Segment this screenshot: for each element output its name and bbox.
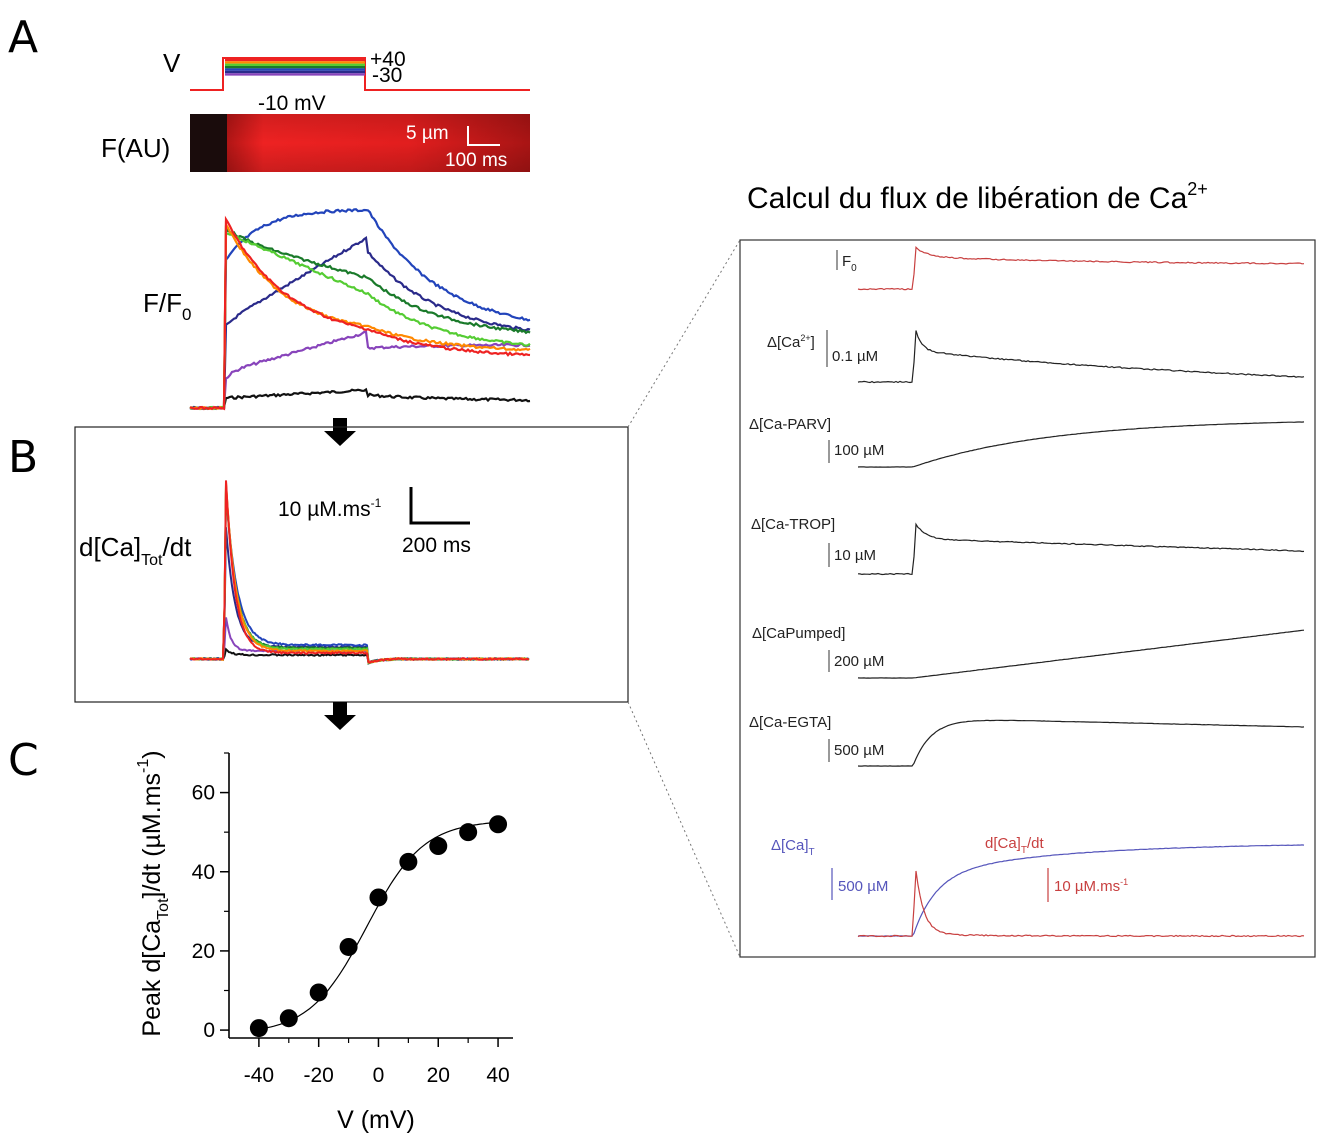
flux-time-label: 200 ms [402, 534, 471, 557]
panel-c-letter: C [8, 735, 39, 786]
trace-dcat [857, 870, 1305, 938]
y-tick-label: 40 [192, 861, 215, 884]
data-point [279, 1009, 298, 1028]
trace-navy [189, 236, 531, 411]
panel-b-box [74, 426, 629, 703]
scale-ca: 0.1 µM [832, 348, 878, 365]
zoom-line-top [627, 239, 741, 428]
scale-parv: 100 µM [834, 442, 884, 459]
trace-cat [857, 844, 1305, 937]
voltage-low-label: -30 [372, 64, 402, 87]
y-axis-label-part: ]/dt (µM.ms [138, 773, 166, 899]
scale-cat: 500 µM [838, 878, 888, 895]
trace-label-pumped: Δ[CaPumped] [752, 625, 845, 642]
arrow-down-icon [324, 702, 356, 730]
data-point [339, 937, 358, 956]
y-axis-label-part: -1 [135, 759, 152, 773]
data-point [429, 837, 448, 856]
flux-navy [189, 527, 530, 666]
y-tick-label: 20 [192, 940, 215, 963]
x-tick-label: 0 [373, 1064, 385, 1087]
voltage-label: V [163, 48, 181, 78]
data-point [249, 1019, 268, 1038]
trace-ca [857, 330, 1305, 384]
arrow-down-icon [324, 418, 356, 446]
scale-trop: 10 µM [834, 547, 876, 564]
calc-traces [857, 245, 1305, 938]
trace-pumped [857, 629, 1305, 679]
scale-dcat: 10 µM.ms-1 [1054, 877, 1128, 895]
data-point [399, 852, 418, 871]
ff0-sub: 0 [182, 305, 191, 324]
y-axis-label-part: Tot [155, 898, 172, 920]
peak-flux-chart: -40 -20 0 20 40 0 20 40 60 V (mV) Peak d[CaTot]/dt… [135, 750, 513, 1134]
trace-trop [857, 522, 1305, 576]
linescan-scalebar [467, 126, 500, 146]
scale-egta: 500 µM [834, 742, 884, 759]
fit-curve [258, 821, 499, 1030]
trace-f0 [857, 245, 1305, 291]
panel-a-letter: A [8, 12, 38, 63]
flux-scale-label: 10 µM.ms-1 [278, 496, 382, 521]
linescan-image [190, 114, 530, 172]
x-tick-label: 20 [427, 1064, 450, 1087]
ff0-traces [189, 208, 531, 411]
y-axis-label-part: Peak d[Ca [138, 920, 166, 1037]
trace-lightgreen [189, 231, 531, 411]
flux-traces [189, 480, 530, 666]
x-tick-label: -40 [244, 1064, 274, 1087]
data-point [459, 823, 478, 842]
y-tick-label: 0 [203, 1019, 215, 1042]
x-tick-label: 40 [486, 1064, 509, 1087]
voltage-protocol [190, 57, 530, 91]
trace-label-ca: Δ[Ca2+] [767, 333, 815, 351]
trace-orange [189, 221, 531, 411]
trace-green [189, 225, 531, 410]
voltage-step-label: -10 mV [258, 92, 326, 115]
dca-label: d[Ca]Tot/dt [79, 532, 192, 569]
ff0-label: F/F0 [143, 288, 191, 324]
right-title: Calcul du flux de libération de Ca2+ [747, 179, 1208, 215]
data-point [489, 815, 508, 834]
right-panel-box [739, 239, 1316, 958]
scale-pumped: 200 µM [834, 653, 884, 670]
trace-label-cat: Δ[Ca]T [771, 837, 815, 858]
trace-egta [857, 719, 1305, 767]
trace-red [189, 215, 531, 411]
y-tick-label: 60 [192, 782, 215, 805]
data-point [369, 888, 388, 907]
x-tick-label: -20 [304, 1064, 334, 1087]
trace-blue [189, 208, 531, 411]
trace-label-parv: Δ[Ca-PARV] [749, 416, 831, 433]
data-point [309, 983, 328, 1002]
voltage-high-label: +40 [370, 48, 406, 71]
trace-label-f0: F0 [842, 253, 857, 274]
flux-scalebar [409, 487, 470, 525]
zoom-line-bottom [627, 701, 741, 958]
voltage-baseline [190, 57, 530, 91]
trace-black [189, 387, 531, 411]
time-scale-label: 100 ms [445, 150, 507, 171]
flux-red [189, 480, 530, 664]
x-axis-label: V (mV) [337, 1106, 415, 1134]
trace-label-dcat: d[Ca]T/dt [985, 835, 1044, 856]
space-scale-label: 5 µm [406, 123, 449, 144]
y-axis-label-part: ) [138, 750, 166, 758]
trace-label-trop: Δ[Ca-TROP] [751, 516, 835, 533]
fluorescence-label: F(AU) [101, 133, 170, 163]
y-axis-label: Peak d[CaTot]/dt (µM.ms-1) [135, 750, 172, 1036]
ff0-main: F/F [143, 288, 182, 318]
trace-parv [857, 421, 1305, 468]
panel-b-letter: B [8, 432, 38, 483]
trace-label-egta: Δ[Ca-EGTA] [749, 714, 831, 731]
